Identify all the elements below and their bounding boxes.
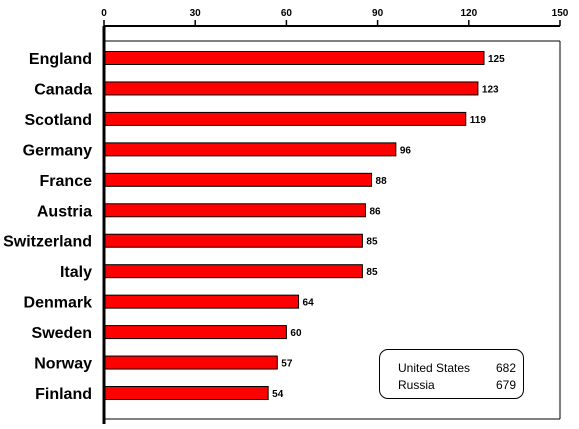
x-tick-label: 60 (281, 8, 293, 19)
bar (104, 264, 363, 279)
category-label: Sweden (32, 325, 92, 342)
bar-value-label: 125 (488, 54, 505, 65)
category-label: Norway (34, 356, 92, 373)
category-label: France (40, 173, 93, 190)
category-label: Italy (60, 264, 92, 281)
category-label: Germany (23, 142, 92, 159)
bar (104, 111, 467, 126)
category-label: Canada (34, 81, 92, 98)
x-tick-label: 120 (460, 8, 477, 19)
bar-value-label: 86 (369, 206, 381, 217)
x-tick-label: 150 (552, 8, 569, 19)
bar (104, 325, 287, 340)
bar-value-label: 60 (290, 328, 302, 339)
outlier-value: 679 (495, 378, 516, 392)
bar-value-label: 123 (482, 84, 499, 95)
x-tick-label: 90 (372, 8, 384, 19)
bar-value-label: 57 (281, 359, 293, 370)
outlier-row: Russia 679 (398, 378, 516, 394)
bar-value-label: 85 (366, 267, 378, 278)
bar (104, 294, 300, 309)
bar-value-label: 88 (376, 176, 388, 187)
category-label: Austria (37, 203, 92, 220)
outlier-country: Russia (398, 378, 435, 392)
bar-value-label: 96 (400, 145, 412, 156)
outlier-country: United States (398, 361, 471, 375)
bar (104, 142, 397, 157)
category-label: Finland (35, 386, 92, 403)
bar (104, 51, 485, 65)
bar (104, 203, 366, 218)
category-label: Switzerland (3, 234, 92, 251)
category-label: Denmark (24, 295, 93, 312)
bar-value-label: 54 (272, 389, 284, 400)
outlier-value: 682 (495, 361, 516, 375)
outlier-row: United States 682 (398, 361, 516, 377)
category-label: England (29, 51, 92, 68)
x-tick-label: 30 (190, 8, 202, 19)
bar-value-label: 64 (303, 298, 315, 309)
bar-value-label: 119 (470, 115, 487, 126)
bar (104, 81, 479, 96)
outlier-note-box: United States 682 Russia 679 (379, 349, 524, 399)
bar (104, 172, 373, 187)
bar (104, 233, 363, 248)
bar-value-label: 85 (366, 237, 378, 248)
category-label: Scotland (24, 112, 92, 129)
bar (104, 355, 278, 370)
x-tick-label: 0 (101, 8, 107, 19)
bar (104, 386, 269, 400)
